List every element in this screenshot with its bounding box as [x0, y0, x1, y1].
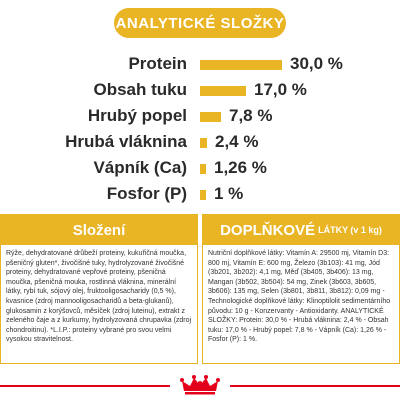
composition-title: Složení [1, 215, 197, 245]
analysis-value: 30,0 % [290, 54, 343, 73]
analysis-bar [200, 112, 221, 122]
analysis-label: Protein [128, 54, 187, 73]
additives-title-small: LÁTKY (v 1 kg) [318, 225, 382, 235]
additives-title: DOPLŇKOVÉ LÁTKY (v 1 kg) [203, 215, 399, 245]
analysis-table: Protein 30,0 % Obsah tuku 17,0 % Hrubý p… [0, 52, 400, 208]
additives-title-text: DOPLŇKOVÉ [220, 221, 316, 239]
analysis-bar [200, 138, 207, 148]
analysis-row: Obsah tuku 17,0 % [0, 78, 400, 104]
analysis-label: Hrubá vláknina [65, 132, 187, 151]
analysis-bar [200, 190, 206, 200]
analysis-bar [200, 164, 206, 174]
analysis-value: 1 % [214, 184, 244, 203]
analysis-value: 2,4 % [215, 132, 259, 151]
analysis-header: ANALYTICKÉ SLOŽKY [114, 8, 286, 38]
analysis-value: 17,0 % [254, 80, 307, 99]
analysis-label: Fosfor (P) [106, 184, 187, 203]
additives-panel: DOPLŇKOVÉ LÁTKY (v 1 kg) Nutriční doplňk… [202, 214, 400, 364]
analysis-row: Vápník (Ca) 1,26 % [0, 156, 400, 182]
analysis-row: Hrubá vláknina 2,4 % [0, 130, 400, 156]
analysis-bar [200, 86, 246, 96]
composition-text: Rýže, dehydratované drůbeží proteiny, ku… [6, 250, 192, 344]
analysis-value: 1,26 % [214, 158, 267, 177]
analysis-label: Obsah tuku [93, 80, 187, 99]
analysis-row: Protein 30,0 % [0, 52, 400, 78]
analysis-row: Hrubý popel 7,8 % [0, 104, 400, 130]
analysis-label: Hrubý popel [87, 106, 187, 125]
analysis-bar [200, 60, 282, 70]
analysis-label: Vápník (Ca) [93, 158, 187, 177]
composition-panel: Složení Rýže, dehydratované drůbeží prot… [0, 214, 198, 364]
additives-text: Nutriční doplňkové látky: Vitamín A: 295… [208, 250, 391, 344]
analysis-row: Fosfor (P) 1 % [0, 182, 400, 208]
analysis-title: ANALYTICKÉ SLOŽKY [115, 14, 285, 32]
composition-title-text: Složení [72, 221, 126, 239]
crown-logo-icon [170, 372, 230, 398]
analysis-value: 7,8 % [229, 106, 273, 125]
crown-logo-svg [180, 375, 220, 395]
